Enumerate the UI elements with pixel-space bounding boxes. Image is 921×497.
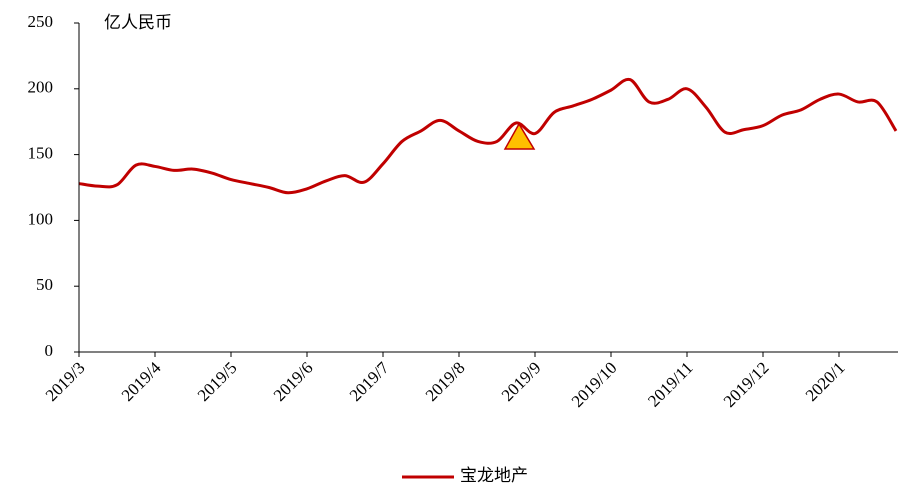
- x-tick-label: 2019/10: [568, 358, 621, 411]
- x-tick-label: 2019/6: [270, 358, 317, 405]
- y-tick-label: 50: [36, 275, 53, 294]
- x-tick-label: 2019/8: [422, 358, 469, 405]
- x-tick-label: 2020/1: [802, 358, 849, 405]
- legend-label: 宝龙地产: [460, 466, 528, 485]
- y-unit-label: 亿人民币: [104, 13, 172, 32]
- event-marker: [503, 122, 536, 150]
- x-tick-label: 2019/4: [118, 358, 165, 405]
- x-tick-label: 2019/11: [644, 358, 696, 410]
- x-tick-label: 2019/5: [194, 358, 241, 405]
- y-tick-label: 0: [45, 341, 54, 360]
- x-tick-label: 2019/7: [346, 358, 393, 405]
- y-tick-label: 250: [28, 12, 54, 31]
- y-tick-label: 100: [28, 209, 54, 228]
- x-tick-label: 2019/3: [42, 358, 89, 405]
- line-series: [78, 77, 898, 195]
- y-tick-label: 200: [28, 78, 54, 97]
- x-tick-label: 2019/9: [498, 358, 545, 405]
- y-tick-label: 150: [28, 144, 54, 163]
- x-tick-label: 2019/12: [720, 358, 773, 411]
